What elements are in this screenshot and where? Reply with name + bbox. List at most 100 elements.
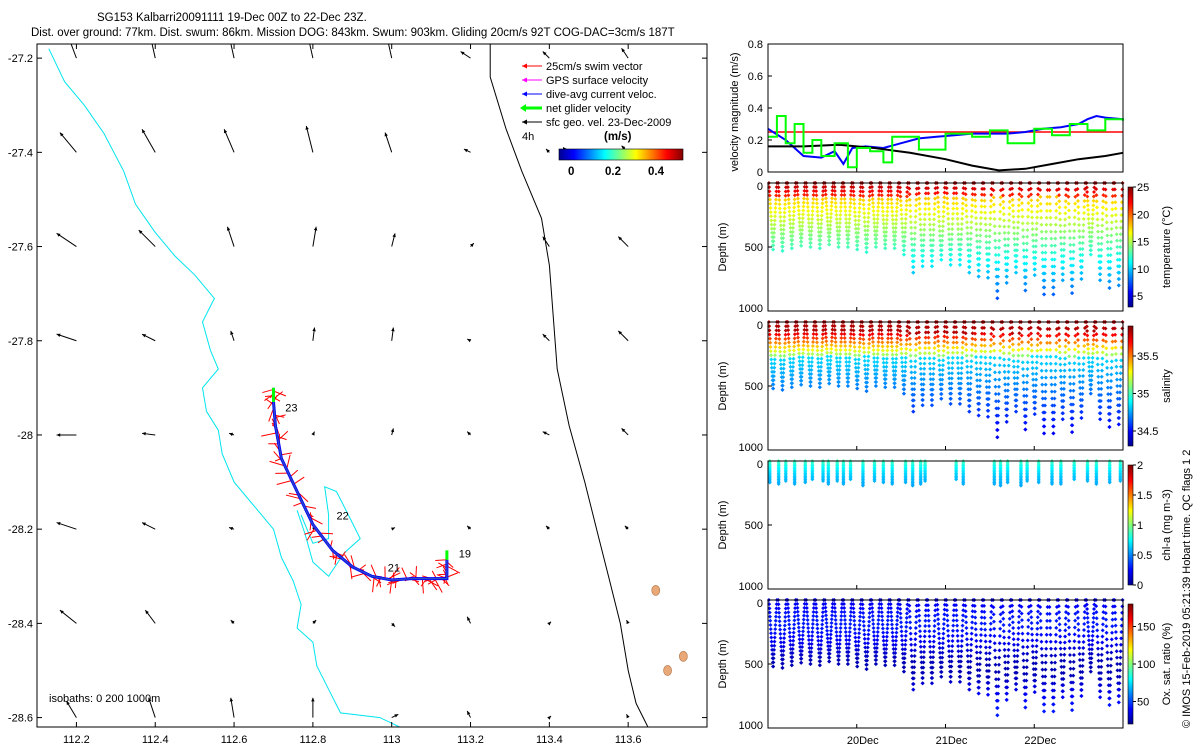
temperature-sample [1107, 272, 1112, 277]
temperature-sample [900, 221, 905, 226]
oxygen-sample [1092, 606, 1097, 611]
temperature-sample [976, 268, 981, 273]
oxygen-sample [1051, 709, 1056, 714]
temperature-sample [773, 214, 778, 219]
oxygen-sample [1039, 653, 1044, 658]
temperature-sample [923, 191, 928, 196]
oxygen-sample [900, 647, 905, 652]
oxygen-sample [1043, 674, 1048, 679]
salinity-sample [1005, 388, 1010, 393]
salinity-sample [880, 336, 885, 341]
oxygen-sample [997, 648, 1002, 653]
temperature-sample [811, 197, 816, 201]
salinity-sample [1042, 410, 1047, 415]
oxygen-sample [853, 635, 858, 640]
salinity-sample [860, 324, 865, 329]
temperature-sample [909, 225, 914, 230]
oxygen-sample [1079, 682, 1084, 686]
temperature-sample [805, 197, 810, 201]
temperature-sample [880, 209, 885, 214]
temperature-sample [1034, 232, 1039, 237]
temperature-sample [1098, 260, 1103, 265]
salinity-sample [875, 356, 880, 360]
temperature-sample [876, 201, 881, 205]
temperature-sample [979, 216, 983, 221]
oxygen-sample [875, 638, 880, 642]
salinity-sample [1108, 398, 1113, 403]
oxygen-sample [1049, 667, 1054, 672]
oxygen-sample [1103, 604, 1108, 609]
oxygen-sample [786, 606, 791, 611]
salinity-sample [1103, 333, 1108, 338]
temperature-sample [1099, 253, 1104, 258]
salinity-sample [1075, 326, 1080, 330]
oxygen-sample [1094, 616, 1099, 621]
oxygen-sample [848, 622, 853, 626]
oxygen-sample [941, 631, 946, 636]
oxygen-sample [909, 659, 914, 664]
island-2 [679, 651, 688, 662]
salinity-sample [1010, 331, 1015, 336]
temperature-sample [1048, 215, 1053, 220]
oxygen-sample [979, 615, 984, 620]
salinity-sample [782, 345, 787, 350]
swim-vector [401, 567, 408, 580]
temperature-sample [871, 209, 876, 213]
salinity-sample [991, 334, 996, 339]
temperature-sample [781, 223, 786, 228]
oxygen-sample [945, 623, 950, 628]
salinity-sample [856, 369, 861, 374]
salinity-sample [914, 342, 919, 347]
temperature-sample [1024, 268, 1029, 273]
salinity-sample [926, 325, 931, 330]
temperature-sample [768, 210, 773, 215]
salinity-sample [839, 336, 844, 340]
temperature-sample [893, 221, 898, 226]
salinity-sample [825, 350, 830, 355]
salinity-sample [1072, 361, 1077, 366]
salinity-sample [814, 328, 819, 333]
colorbar-title: (m/s) [604, 131, 632, 143]
salinity-sample [957, 401, 962, 406]
salinity-sample [894, 348, 899, 353]
oxygen-sample [988, 633, 993, 638]
sfc-arrow [545, 148, 550, 153]
temperature-sample [907, 186, 912, 191]
salinity-sample [987, 385, 992, 390]
temperature-sample [809, 229, 814, 233]
oxygen-sample [1070, 701, 1075, 706]
chlorophyll-colorbar-tick-label: 0.5 [1137, 550, 1152, 562]
oxygen-sample [789, 663, 794, 668]
temperature-sample [944, 191, 949, 196]
temperature-sample [886, 193, 891, 198]
oxygen-sample [771, 660, 776, 665]
oxygen-sample [911, 670, 916, 675]
oxygen-sample [833, 610, 838, 614]
oxygen-sample [855, 652, 860, 657]
oxygen-sample [1030, 649, 1035, 654]
oxygen-sample [832, 602, 837, 606]
time-axis: 20Dec 21Dec 22Dec [847, 168, 1057, 747]
oxygen-sample [802, 605, 807, 610]
salinity-sample [979, 343, 984, 348]
salinity-sample [988, 355, 993, 360]
temperature-sample [875, 217, 880, 221]
temperature-sample [777, 206, 782, 211]
oxygen-sample [993, 655, 998, 660]
oxygen-sample [1058, 646, 1063, 651]
oxygen-sample [977, 679, 982, 684]
salinity-sample [780, 387, 785, 392]
sfc-arrow [311, 697, 315, 718]
temperature-sample [813, 185, 818, 190]
oxygen-sample [921, 670, 926, 675]
salinity-sample [804, 324, 809, 328]
temperature-sample [767, 197, 772, 202]
temperature-sample [1098, 278, 1103, 283]
temperature-sample [1033, 250, 1038, 255]
temperature-sample [795, 184, 800, 189]
temperature-sample [1014, 265, 1019, 269]
salinity-sample [904, 342, 909, 347]
temperature-sample [1052, 264, 1057, 269]
salinity-sample [927, 356, 932, 361]
